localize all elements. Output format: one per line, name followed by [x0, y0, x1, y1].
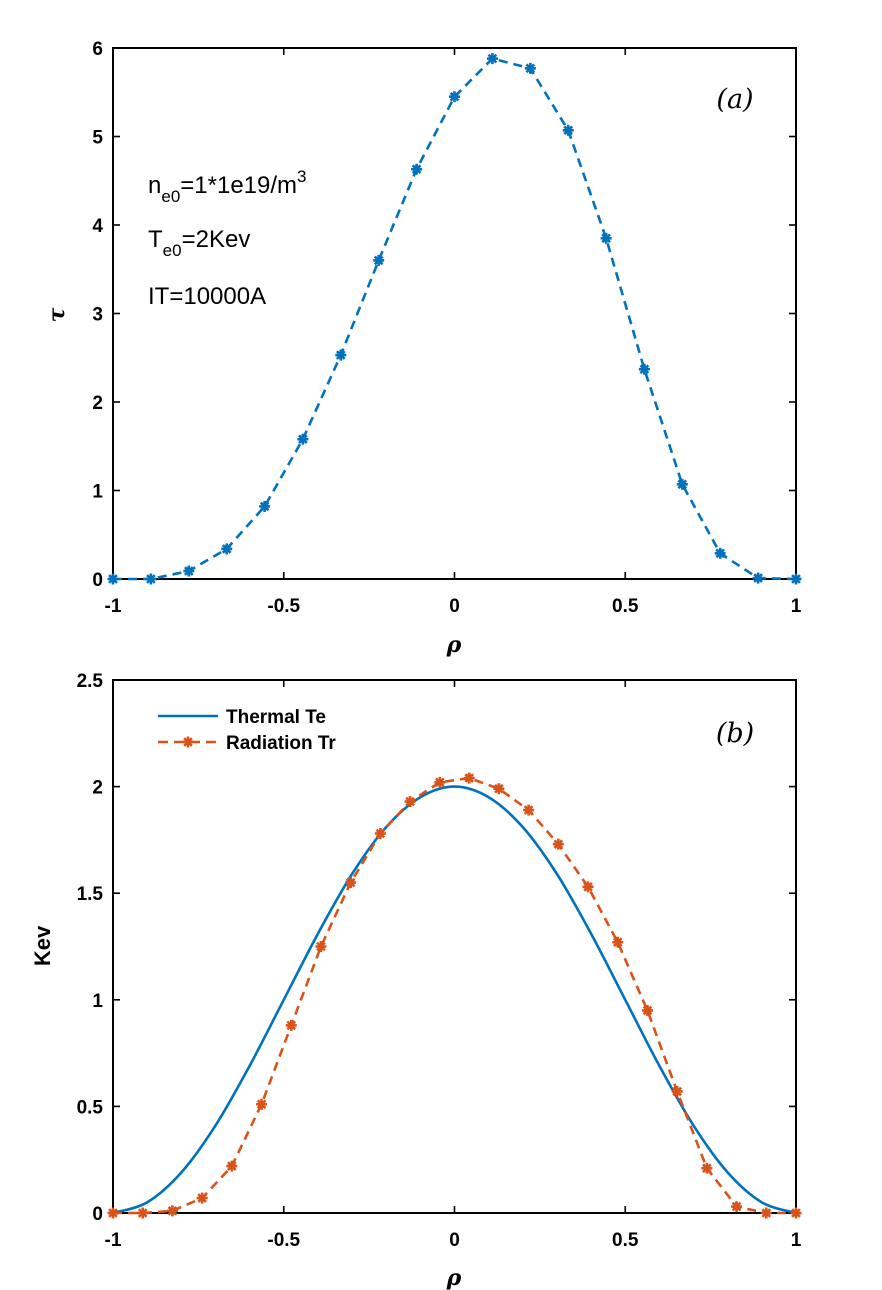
y-tick-label-b: 1: [92, 991, 103, 1012]
panel-b: -1 -0.5 0 0.5 1 0 0.5 1 1.5 2 2.5 (b) ρ Kev Therma…: [30, 671, 802, 1290]
x-tick-label-b: 1: [791, 1230, 802, 1251]
legend-marker-radiation: [182, 736, 194, 748]
y-tick-label-b: 0.5: [77, 1097, 104, 1118]
data-point-a-0: [107, 573, 119, 585]
data-point-b-1: [107, 1207, 119, 1219]
data-point-b-1: [641, 1004, 653, 1016]
data-point-a-0: [411, 163, 423, 175]
data-point-a-0: [752, 572, 764, 584]
data-point-a-0: [183, 565, 195, 577]
data-point-b-1: [285, 1019, 297, 1031]
x-tick-label-a: 1: [791, 596, 802, 617]
series-line-b-0: [112, 785, 797, 1215]
legend-label-thermal: Thermal Te: [226, 707, 326, 728]
data-point-b-1: [196, 1192, 208, 1204]
data-point-a-0: [221, 543, 233, 555]
data-point-a-0: [373, 254, 385, 266]
y-axis-label-b: Kev: [30, 925, 55, 966]
ticks-b: -1 -0.5 0 0.5 1 0 0.5 1 1.5 2 2.5: [77, 671, 802, 1251]
panel-label-a: (a): [716, 84, 753, 115]
data-point-b-1: [463, 772, 475, 784]
data-point-b-1: [523, 804, 535, 816]
data-point-a-0: [600, 232, 612, 244]
data-point-b-1: [731, 1201, 743, 1213]
y-tick-label-a: 2: [92, 393, 103, 414]
annotation-density: ne0=1*1e19/m3: [148, 167, 307, 206]
y-tick-label-a: 3: [92, 305, 103, 326]
x-tick-label-a: -0.5: [267, 596, 300, 617]
data-point-b-1: [374, 828, 386, 840]
data-point-a-0: [486, 53, 498, 65]
data-point-b-1: [404, 796, 416, 808]
annotation-density-sub: e0: [161, 187, 180, 206]
data-point-a-0: [259, 500, 271, 512]
plot-area-a: [112, 47, 797, 580]
ticks-a: -1 -0.5 0 0.5 1 0 1 2 3 4 5 6: [92, 39, 801, 617]
data-point-a-0: [638, 363, 650, 375]
data-point-b-1: [582, 881, 594, 893]
series-group-a: [107, 53, 802, 585]
data-point-b-1: [137, 1207, 149, 1219]
x-axis-label-b: ρ: [446, 1265, 462, 1290]
y-tick-label-b: 2: [92, 778, 103, 799]
y-tick-label-b: 2.5: [77, 671, 104, 692]
y-tick-label-b: 1.5: [77, 884, 104, 905]
legend-asterisk: [182, 736, 194, 748]
data-point-b-1: [790, 1207, 802, 1219]
data-point-a-0: [145, 573, 157, 585]
x-tick-label-a: -1: [105, 596, 122, 617]
data-point-b-1: [345, 877, 357, 889]
x-tick-label-a: 0: [449, 596, 460, 617]
y-tick-label-b: 0: [92, 1204, 103, 1225]
x-tick-label-b: -1: [105, 1230, 122, 1251]
data-point-a-0: [335, 349, 347, 361]
annotation-current: IT=10000A: [148, 283, 266, 310]
data-point-a-0: [790, 573, 802, 585]
y-tick-label-a: 6: [92, 39, 103, 60]
annotation-temperature: Te0=2Kev: [148, 226, 250, 260]
data-point-a-0: [676, 478, 688, 490]
annotation-temperature-rest: =2Kev: [182, 226, 251, 253]
x-tick-label-b: -0.5: [267, 1230, 300, 1251]
data-point-a-0: [449, 91, 460, 103]
x-tick-label-a: 0.5: [612, 596, 639, 617]
legend: Thermal Te Radiation Tr: [158, 707, 336, 754]
data-point-a-0: [524, 62, 536, 74]
data-point-b-1: [256, 1098, 268, 1110]
y-tick-label-a: 0: [92, 570, 103, 591]
data-point-b-1: [315, 941, 327, 952]
data-point-a-0: [562, 124, 574, 136]
series-line-b-1: [113, 776, 796, 1215]
annotation-density-rest: =1*1e19/m: [180, 172, 297, 199]
data-point-b-1: [671, 1085, 683, 1097]
annotation-density-sup: 3: [297, 167, 306, 186]
x-tick-label-b: 0.5: [612, 1230, 639, 1251]
data-point-b-1: [552, 838, 564, 850]
y-axis-label-a: τ: [44, 307, 70, 322]
data-point-b-1: [434, 776, 446, 788]
annotation-temperature-main: T: [148, 226, 163, 253]
data-point-b-1: [166, 1205, 178, 1217]
annotation-temperature-sub: e0: [163, 241, 182, 260]
annotation-density-main: n: [148, 172, 161, 199]
data-point-b-1: [760, 1207, 772, 1219]
data-point-b-1: [226, 1160, 238, 1172]
data-point-b-1: [701, 1162, 713, 1174]
data-point-a-0: [714, 547, 726, 559]
panel-label-b: (b): [716, 718, 754, 749]
data-point-b-1: [612, 936, 624, 948]
series-group-b: [107, 772, 802, 1219]
y-tick-label-a: 5: [92, 128, 103, 149]
y-tick-label-a: 1: [92, 482, 103, 503]
y-tick-label-a: 4: [92, 216, 103, 237]
legend-label-radiation: Radiation Tr: [226, 733, 336, 754]
data-point-a-0: [297, 433, 309, 445]
plot-area-b: [112, 679, 797, 1214]
x-tick-label-b: 0: [449, 1230, 460, 1251]
data-point-b-1: [493, 783, 505, 795]
x-axis-label-a: ρ: [446, 632, 462, 658]
